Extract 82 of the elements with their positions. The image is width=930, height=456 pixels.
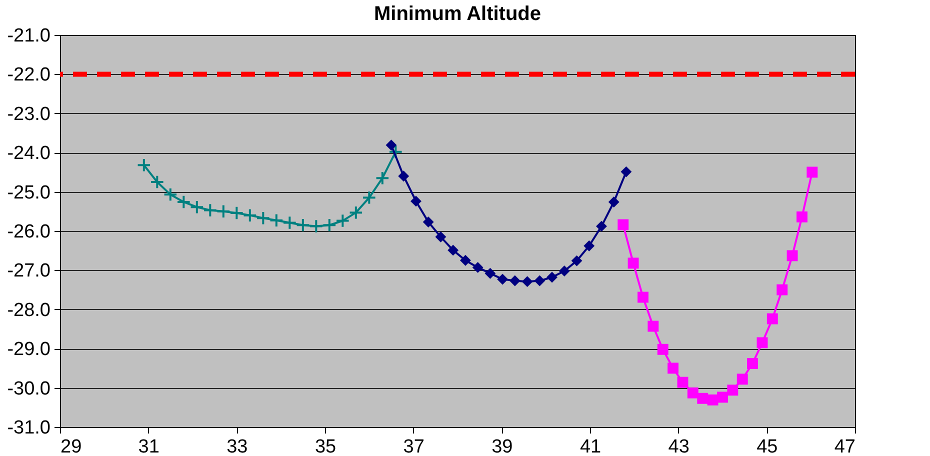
point [697,392,708,404]
point [435,231,446,242]
point [638,292,648,303]
x-tick-label: 47 [834,436,856,456]
point [203,203,218,218]
y-tick-label: -23.0 [7,104,50,125]
x-tick-label: 33 [226,436,248,456]
point [375,170,390,186]
point [460,254,471,266]
point [282,216,297,230]
point [190,200,204,214]
point [256,210,270,226]
point [727,384,738,396]
y-tick-label: -27.0 [7,260,50,282]
y-tick-label: -30.0 [7,378,50,400]
point [747,358,758,369]
y-tick-label: -25.0 [7,182,50,204]
point [163,187,178,202]
point [522,276,533,288]
point [136,158,152,172]
point [448,244,459,256]
x-tick-label: 29 [60,436,82,456]
point [269,213,284,228]
point [648,320,659,332]
point [309,219,324,234]
point [410,196,422,207]
point [388,144,403,159]
point [620,166,632,178]
x-tick-label: 31 [138,436,160,456]
point [736,374,748,385]
point [687,387,698,398]
point [322,218,337,232]
y-tick-label: -28.0 [7,300,50,321]
point [717,392,728,403]
y-tick-label: -26.0 [7,222,50,242]
point [242,208,258,222]
point [296,218,310,232]
point [596,220,607,232]
point [546,272,558,283]
point [216,204,231,219]
point [386,140,397,151]
x-tick-label: 37 [403,436,424,456]
point [668,362,679,374]
point [766,313,778,324]
point [584,240,595,252]
point [497,274,508,285]
point [398,170,410,182]
point [677,376,688,388]
y-tick-label: -29.0 [7,339,50,360]
point [657,344,668,355]
x-tick-label: 35 [314,436,336,456]
point [362,190,376,205]
chart-title: Minimum Altitude [374,3,542,25]
point [509,275,520,286]
point [176,194,191,210]
point [534,275,546,286]
point [776,284,788,296]
point [558,266,570,276]
point [806,166,818,178]
point [796,211,808,222]
point [336,214,350,228]
point [571,255,582,266]
point [348,205,364,220]
y-tick-label: -22.0 [7,64,50,86]
point [786,250,798,262]
y-tick-label: -31.0 [7,418,50,438]
point [618,219,629,230]
x-tick-label: 43 [668,436,690,456]
y-tick-label: -24.0 [7,143,50,164]
y-tick-label: -21.0 [7,26,50,46]
point [628,258,639,269]
point [484,268,496,279]
point [230,206,244,220]
x-tick-label: 41 [580,436,602,456]
x-tick-label: 45 [756,436,778,456]
point [150,174,164,190]
point [472,262,484,273]
point [608,196,620,208]
point [422,216,434,228]
x-tick-label: 39 [492,436,513,456]
point [707,394,718,406]
point [756,337,768,348]
